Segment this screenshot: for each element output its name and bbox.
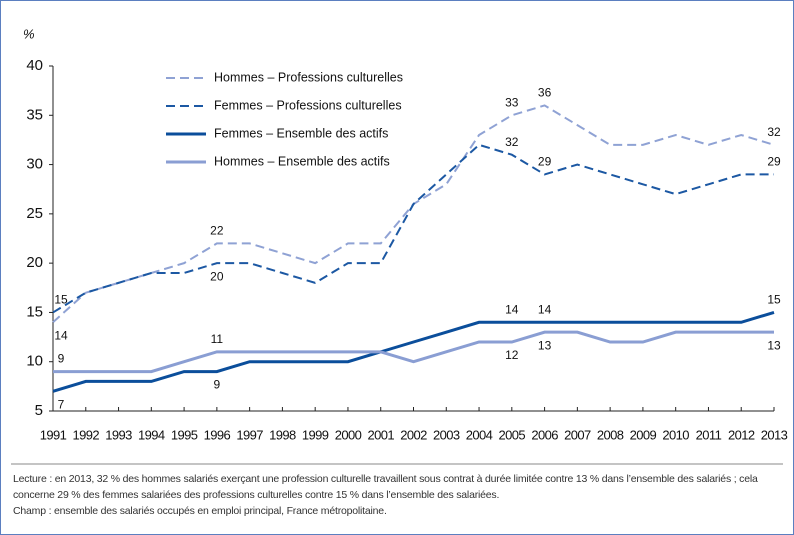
notes: Lecture : en 2013, 32 % des hommes salar… — [13, 471, 783, 519]
y-tick-label: 40 — [26, 57, 43, 74]
y-axis-label: % — [23, 26, 35, 41]
chart: % 5 10 15 20 25 30 35 40 1991 1992 1993 1994 1995 199… — [11, 26, 788, 465]
data-label: 9 — [214, 378, 221, 392]
note: Champ : ensemble des salariés occupés en… — [13, 505, 387, 517]
x-tick-label: 1994 — [138, 427, 165, 442]
x-tick-label: 1991 — [40, 427, 67, 442]
data-label: 32 — [505, 135, 519, 149]
y-tick-label: 25 — [26, 205, 43, 222]
data-label: 9 — [58, 352, 65, 366]
y-tick-label: 10 — [26, 353, 43, 370]
y-tick-label: 35 — [26, 106, 43, 123]
data-label: 14 — [505, 302, 519, 316]
x-tick-label: 2006 — [531, 427, 558, 442]
x-tick-label: 2010 — [662, 427, 689, 442]
x-tick-label: 2009 — [630, 427, 657, 442]
x-tick-label: 2000 — [335, 427, 362, 442]
note: Lecture : en 2013, 32 % des hommes salar… — [13, 473, 758, 501]
data-label: 36 — [538, 86, 552, 100]
x-tick-label: 1996 — [204, 427, 231, 442]
x-tick-label: 2004 — [466, 427, 493, 442]
y-tick-label: 15 — [26, 303, 43, 320]
x-tick-label: 1997 — [236, 427, 263, 442]
data-label: 12 — [505, 348, 519, 362]
data-label: 29 — [538, 155, 552, 169]
y-tick-label: 30 — [26, 156, 43, 173]
data-label: 14 — [538, 302, 552, 316]
data-label: 14 — [54, 328, 68, 342]
data-label: 29 — [767, 155, 781, 169]
data-label: 32 — [767, 125, 781, 139]
x-tick-label: 1993 — [105, 427, 132, 442]
x-tick-label: 2001 — [367, 427, 394, 442]
y-tick-label: 20 — [26, 254, 43, 271]
data-label: 13 — [538, 338, 552, 352]
x-tick-label: 2013 — [761, 427, 788, 442]
x-tick-label: 2008 — [597, 427, 624, 442]
legend-label: Femmes – Ensemble des actifs — [214, 126, 388, 140]
x-tick-label: 1995 — [171, 427, 198, 442]
x-tick-label: 2003 — [433, 427, 460, 442]
y-tick-label: 5 — [35, 402, 43, 419]
series-line — [52, 104, 775, 324]
data-label: 22 — [210, 224, 224, 238]
data-label: 15 — [54, 293, 68, 307]
x-tick-label: 2005 — [499, 427, 526, 442]
x-tick-label: 1998 — [269, 427, 296, 442]
data-label: 20 — [210, 269, 224, 283]
legend-label: Hommes – Professions culturelles — [214, 70, 403, 84]
series-line — [52, 143, 774, 314]
legend-label: Hommes – Ensemble des actifs — [214, 154, 390, 168]
data-label: 33 — [505, 95, 519, 109]
data-label: 11 — [211, 332, 224, 346]
x-tick-label: 1999 — [302, 427, 329, 442]
x-tick-label: 2012 — [728, 427, 755, 442]
x-tick-label: 2007 — [564, 427, 591, 442]
x-tick-label: 2002 — [400, 427, 427, 442]
legend-label: Femmes – Professions culturelles — [214, 98, 402, 112]
series-line — [53, 330, 774, 374]
data-label: 7 — [58, 397, 65, 411]
x-tick-label: 2011 — [696, 427, 722, 442]
x-tick-label: 1992 — [73, 427, 100, 442]
data-label: 15 — [767, 293, 781, 307]
data-label: 13 — [767, 338, 781, 352]
series-line — [52, 310, 775, 393]
